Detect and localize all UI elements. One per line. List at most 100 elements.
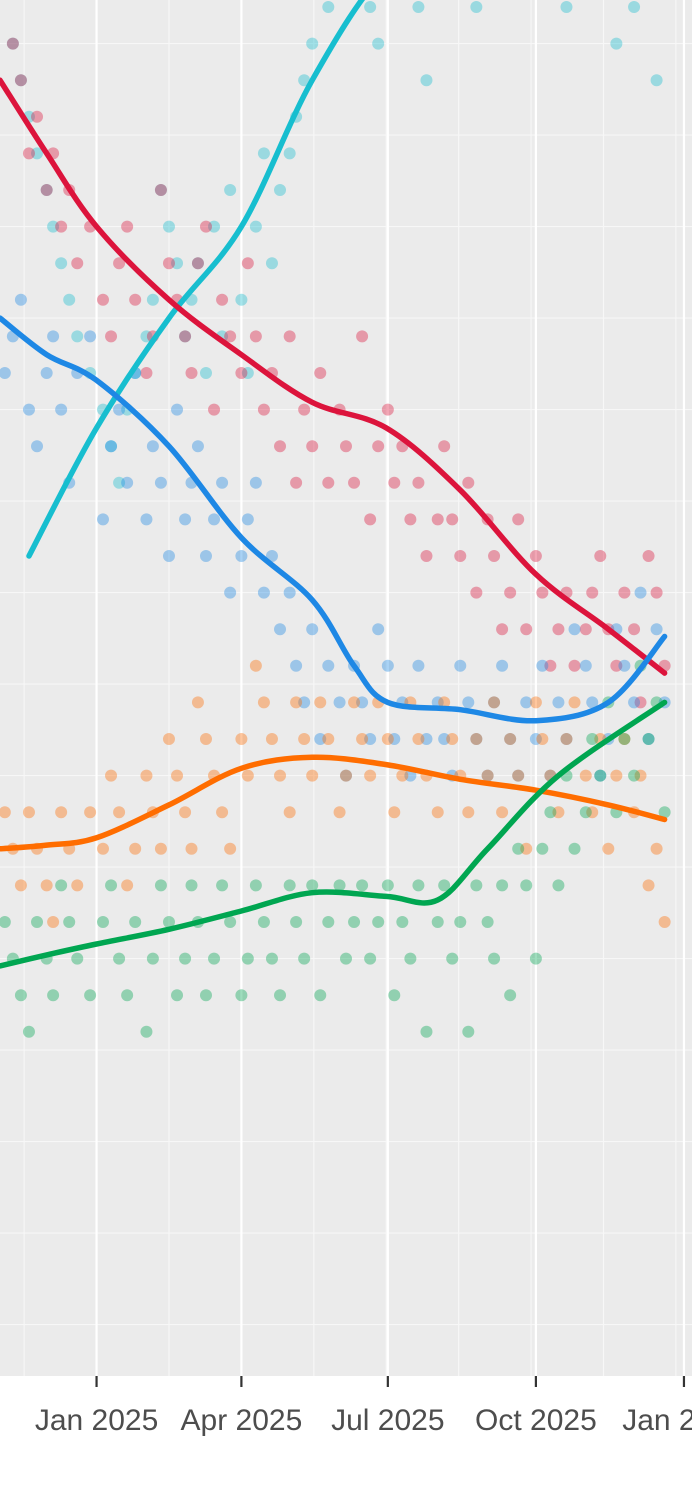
scatter-point-series-2 [552, 696, 565, 709]
scatter-point-series-2 [628, 696, 641, 709]
scatter-point-series-2 [31, 440, 44, 453]
scatter-point-series-3 [14, 879, 27, 892]
scatter-point-series-1 [404, 513, 417, 526]
scatter-point-series-3 [579, 769, 592, 782]
scatter-point-series-3 [185, 842, 198, 855]
scatter-point-series-3 [512, 769, 525, 782]
scatter-point-series-3 [356, 733, 369, 745]
scatter-point-series-2 [154, 476, 167, 489]
scatter-point-series-3 [154, 842, 167, 855]
scatter-point-series-0 [283, 147, 296, 160]
scatter-point-series-4 [381, 879, 394, 892]
scatter-point-series-2 [536, 659, 549, 672]
scatter-point-series-4 [364, 952, 377, 965]
scatter-point-series-1 [31, 110, 44, 123]
scatter-point-series-3 [224, 842, 237, 855]
scatter-point-series-4 [162, 916, 175, 928]
scatter-point-series-4 [544, 806, 557, 819]
scatter-point-series-4 [372, 916, 385, 928]
scatter-point-series-1 [314, 367, 327, 379]
scatter-point-series-2 [333, 696, 346, 709]
scatter-point-series-3 [496, 806, 509, 819]
scatter-point-series-3 [162, 733, 175, 745]
scatter-point-series-3 [529, 696, 542, 709]
scatter-point-series-1 [446, 513, 459, 526]
scatter-point-series-2 [372, 623, 385, 636]
scatter-point-series-0 [235, 293, 248, 306]
scatter-point-series-2 [568, 623, 581, 636]
scatter-point-series-4 [129, 916, 142, 928]
scatter-point-series-4 [113, 952, 126, 965]
scatter-point-series-2 [47, 330, 60, 343]
scatter-point-series-2 [470, 733, 483, 745]
scatter-point-series-0 [31, 147, 44, 160]
scatter-point-series-4 [454, 916, 467, 928]
scatter-point-series-0 [274, 184, 287, 196]
scatter-point-series-3 [348, 696, 361, 709]
x-axis-labels: Jan 2025 Apr 2025 Jul 2025 Oct 2025 Jan 2026 [35, 1404, 692, 1437]
scatter-point-series-2 [618, 659, 631, 672]
scatter-point-series-4 [185, 879, 198, 892]
scatter-point-series-3 [105, 769, 118, 782]
scatter-point-series-3 [610, 769, 623, 782]
scatter-point-series-1 [298, 403, 311, 416]
scatter-point-series-1 [179, 330, 192, 343]
scatter-point-series-4 [63, 916, 76, 928]
scatter-point-series-3 [381, 733, 394, 745]
scatter-point-series-2 [520, 696, 533, 709]
scatter-point-series-3 [568, 696, 581, 709]
scatter-point-series-3 [191, 696, 204, 709]
scatter-point-series-2 [121, 476, 134, 489]
scatter-point-series-1 [364, 513, 377, 526]
scatter-point-series-1 [586, 586, 599, 599]
scatter-point-series-0 [14, 74, 27, 87]
scatter-point-series-3 [481, 769, 494, 782]
x-axis-ticks [95, 1376, 686, 1387]
scatter-point-series-0 [650, 74, 663, 87]
scatter-point-series-1 [274, 440, 287, 453]
x-tick-label: Apr 2025 [181, 1404, 303, 1437]
scatter-point-series-4 [348, 916, 361, 928]
scatter-point-series-4 [462, 1025, 475, 1038]
scatter-point-series-1 [579, 623, 592, 636]
scatter-point-series-3 [431, 806, 444, 819]
scatter-point-series-1 [322, 476, 335, 489]
scatter-point-series-2 [642, 733, 655, 745]
scatter-point-series-2 [412, 659, 425, 672]
scatter-point-series-4 [536, 842, 549, 855]
scatter-point-series-0 [55, 257, 68, 270]
scatter-point-series-1 [504, 586, 517, 599]
scatter-point-series-0 [199, 367, 212, 379]
scatter-point-series-3 [396, 769, 409, 782]
scatter-point-series-4 [47, 989, 60, 1002]
scatter-point-series-4 [283, 879, 296, 892]
scatter-point-series-0 [265, 257, 278, 270]
scatter-point-series-1 [121, 220, 134, 233]
scatter-point-series-1 [71, 257, 84, 270]
scatter-point-series-0 [191, 257, 204, 270]
scatter-point-series-1 [140, 367, 153, 379]
scatter-point-series-2 [420, 733, 433, 745]
scatter-point-series-2 [340, 769, 352, 782]
scatter-point-series-2 [22, 403, 35, 416]
scatter-point-series-1 [438, 440, 451, 453]
scatter-point-series-0 [560, 1, 573, 13]
scatter-point-series-3 [658, 916, 671, 928]
scatter-point-series-4 [488, 952, 501, 965]
scatter-point-series-4 [235, 989, 248, 1002]
scatter-point-series-3 [552, 806, 565, 819]
scatter-point-series-3 [96, 842, 109, 855]
scatter-point-series-3 [129, 842, 142, 855]
scatter-point-series-0 [298, 74, 311, 87]
scatter-point-series-0 [40, 184, 53, 196]
scatter-point-series-3 [241, 769, 254, 782]
scatter-point-series-2 [241, 513, 254, 526]
scatter-point-series-0 [171, 257, 184, 270]
scatter-point-series-4 [579, 806, 592, 819]
scatter-point-series-0 [63, 293, 76, 306]
scatter-point-series-1 [199, 220, 212, 233]
scatter-point-series-0 [420, 74, 433, 87]
scatter-point-series-1 [594, 550, 607, 562]
scatter-point-series-3 [274, 769, 287, 782]
scatter-point-series-2 [504, 733, 517, 745]
